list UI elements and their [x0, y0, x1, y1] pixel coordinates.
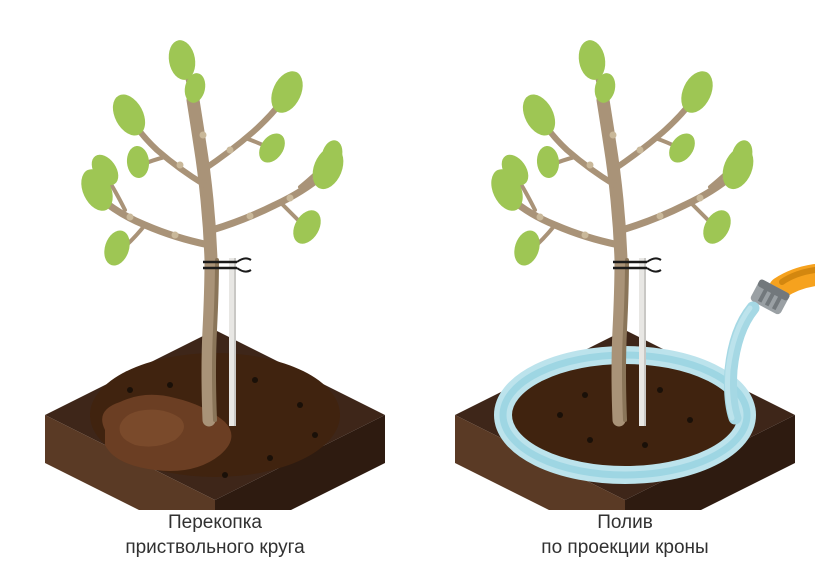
caption-line: по проекции кроны — [541, 537, 708, 558]
caption-watering: Полив по проекции кроны — [541, 510, 708, 561]
stake — [639, 258, 646, 426]
caption-line: Полив — [597, 512, 653, 533]
stake — [229, 258, 236, 426]
tree — [485, 38, 759, 420]
panel-digging: Перекопка приствольного круга — [10, 30, 420, 561]
tree — [75, 38, 349, 420]
caption-line: Перекопка — [168, 512, 262, 533]
panel-watering: Полив по проекции кроны — [420, 30, 830, 561]
caption-digging: Перекопка приствольного круга — [125, 510, 304, 561]
scene-digging — [25, 30, 405, 510]
caption-line: приствольного круга — [125, 537, 304, 558]
scene-watering — [435, 30, 815, 510]
